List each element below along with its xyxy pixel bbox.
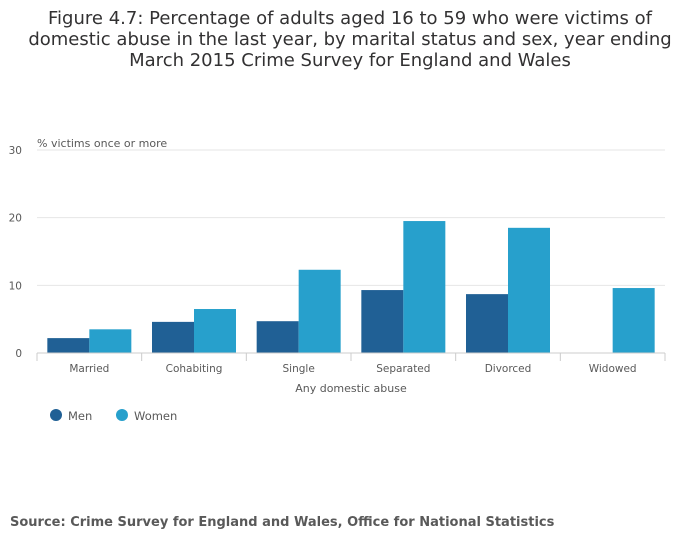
bar-men-cohabiting bbox=[152, 321, 194, 353]
legend-swatch-men bbox=[50, 409, 62, 421]
y-tick-label: 30 bbox=[9, 145, 22, 157]
x-axis: Married Cohabiting Single Separated Divorced… bbox=[36, 352, 666, 375]
title-line-2: domestic abuse in the last year, by mari… bbox=[28, 29, 671, 50]
x-tick-label: Married bbox=[69, 363, 109, 375]
source-note: Source: Crime Survey for England and Wal… bbox=[10, 515, 555, 530]
bar-men-single bbox=[256, 321, 299, 353]
legend-swatch-women bbox=[116, 409, 128, 421]
bar-women-divorced bbox=[508, 227, 550, 353]
bar-women-married bbox=[89, 329, 132, 353]
y-axis-label: % victims once or more bbox=[37, 137, 167, 150]
x-tick-label: Cohabiting bbox=[166, 363, 223, 375]
gridlines bbox=[37, 149, 665, 286]
x-tick-label: Widowed bbox=[589, 363, 637, 375]
bars bbox=[47, 221, 655, 353]
y-tick-label: 10 bbox=[9, 280, 22, 292]
legend-label-women: Women bbox=[134, 409, 177, 423]
bar-women-widowed bbox=[612, 288, 655, 353]
bar-women-cohabiting bbox=[194, 309, 236, 353]
x-tick-label: Single bbox=[283, 363, 315, 375]
y-tick-label: 20 bbox=[9, 213, 22, 225]
bar-men-married bbox=[47, 338, 90, 353]
x-tick-label: Separated bbox=[376, 363, 430, 375]
y-tick-label: 0 bbox=[15, 348, 22, 360]
x-axis-label: Any domestic abuse bbox=[295, 382, 407, 395]
title-line-1: Figure 4.7: Percentage of adults aged 16… bbox=[48, 8, 653, 29]
bar-women-single bbox=[298, 269, 341, 353]
title-line-3: March 2015 Crime Survey for England and … bbox=[129, 50, 571, 71]
legend-label-men: Men bbox=[68, 409, 92, 423]
legend: Men Women bbox=[50, 409, 177, 423]
bar-men-divorced bbox=[466, 294, 508, 353]
y-axis-ticks: 0 10 20 30 bbox=[9, 145, 22, 360]
chart-title: Figure 4.7: Percentage of adults aged 16… bbox=[28, 8, 671, 71]
bar-men-separated bbox=[361, 290, 404, 353]
bar-women-separated bbox=[403, 221, 446, 353]
x-tick-label: Divorced bbox=[485, 363, 532, 375]
